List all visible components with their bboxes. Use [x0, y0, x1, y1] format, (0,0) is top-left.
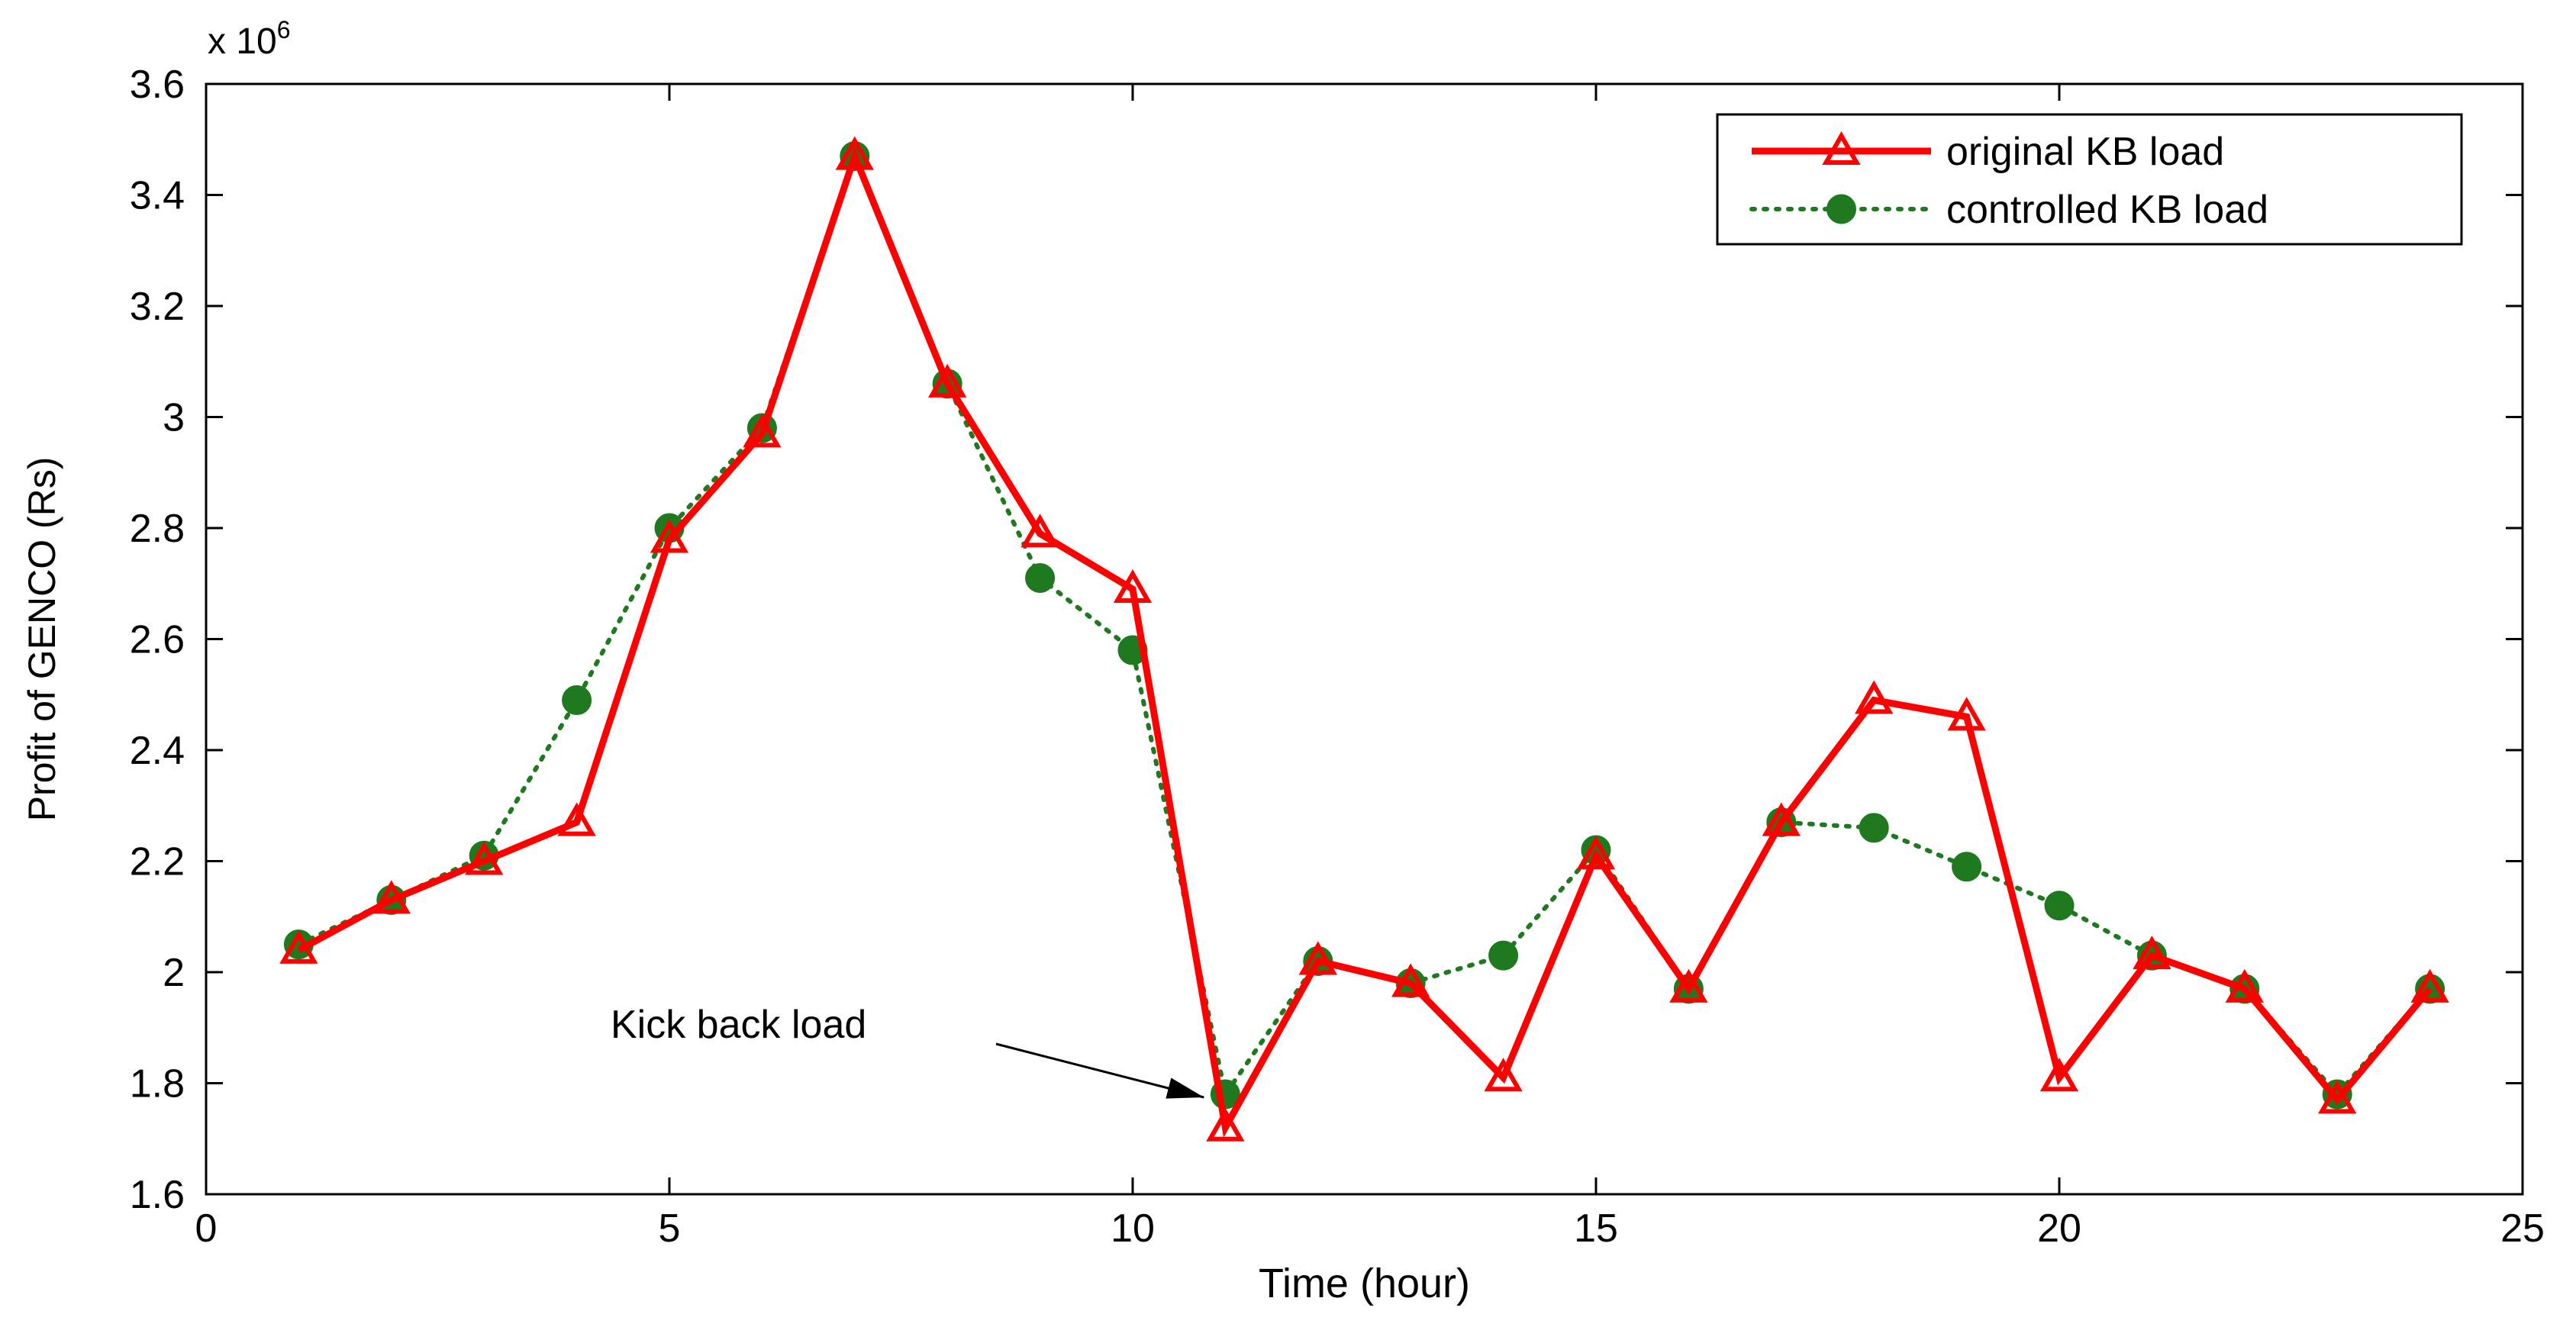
y-multiplier-exponent: 6	[277, 16, 291, 43]
legend-item: controlled KB load	[1749, 188, 2268, 232]
data-point-original	[1113, 568, 1153, 604]
y-tick-label: 3.2	[130, 285, 185, 329]
data-point-original	[1576, 836, 1616, 870]
data-point-original	[2410, 968, 2449, 1003]
y-tick-label: 2.8	[130, 507, 185, 551]
annotation: Kick back load	[611, 1003, 1204, 1099]
x-axis-label: Time (hour)	[1259, 1261, 1470, 1306]
data-point-original	[2039, 1058, 2079, 1092]
legend-marker	[1826, 194, 1856, 224]
data-point-original	[650, 519, 689, 553]
data-point-original	[1206, 1107, 1245, 1142]
data-point-original	[835, 136, 874, 170]
x-tick-label: 20	[2037, 1206, 2081, 1251]
data-point-original	[279, 929, 318, 964]
y-multiplier-label: x 106	[208, 16, 291, 62]
y-tick-label: 3.4	[130, 174, 185, 218]
data-point-original	[465, 841, 504, 875]
data-point-original	[928, 363, 967, 398]
data-point-controlled	[1952, 852, 1982, 882]
data-point-original	[557, 802, 596, 836]
data-point-original	[1762, 802, 1801, 836]
series-line	[297, 146, 2433, 1139]
data-point-controlled	[1025, 562, 1056, 593]
data-point-original	[2133, 936, 2171, 970]
series-original	[279, 136, 2449, 1142]
x-tick-label: 5	[659, 1206, 681, 1251]
data-point-original	[1298, 941, 1337, 975]
y-tick-label: 2	[163, 951, 185, 995]
legend-label: controlled KB load	[1946, 188, 2268, 232]
x-tick-label: 25	[2500, 1206, 2545, 1251]
data-point-original	[743, 414, 782, 448]
data-point-original	[1020, 514, 1059, 548]
legend-item: original KB load	[1752, 130, 2224, 174]
data-point-controlled	[1859, 813, 1889, 843]
axis-ticks: 0 5 10 15 20 25 1.6 1.8 2 2.2 2.4 2.6 2.8 3 3.2 3.4 3.6	[130, 63, 2545, 1251]
legend-marker	[1822, 130, 1861, 165]
series-layer	[279, 136, 2449, 1142]
y-tick-label: 3	[163, 396, 185, 440]
data-point-controlled	[1488, 940, 1519, 971]
x-tick-label: 0	[195, 1206, 218, 1251]
y-tick-label: 3.6	[130, 63, 185, 107]
data-point-original	[1484, 1058, 1523, 1092]
annotation-arrow-head	[1165, 1077, 1204, 1099]
data-point-original	[1947, 697, 1986, 731]
data-point-original	[1855, 680, 1894, 714]
data-point-original	[2318, 1080, 2357, 1114]
legend-items: original KB load controlled KB load	[1749, 130, 2268, 232]
data-point-original	[2225, 968, 2264, 1003]
data-point-original	[372, 880, 411, 914]
y-tick-label: 2.2	[130, 840, 185, 884]
annotation-text: Kick back load	[611, 1003, 866, 1047]
data-point-controlled	[2044, 891, 2075, 921]
y-tick-label: 1.8	[130, 1062, 185, 1106]
y-multiplier-base: x 10	[208, 21, 277, 62]
data-point-original	[1669, 968, 1708, 1003]
legend-label: original KB load	[1946, 130, 2224, 174]
data-point-controlled	[562, 685, 592, 716]
data-point-original	[1391, 963, 1430, 997]
y-axis-label: Profit of GENCO (Rs)	[21, 457, 63, 822]
x-tick-label: 15	[1574, 1206, 1618, 1251]
y-tick-label: 2.4	[130, 729, 185, 773]
x-tick-label: 10	[1111, 1206, 1155, 1251]
y-tick-label: 1.6	[130, 1173, 185, 1217]
plot-area	[205, 82, 2524, 1196]
legend: original KB load controlled KB load	[1716, 113, 2463, 246]
y-tick-label: 2.6	[130, 618, 185, 662]
